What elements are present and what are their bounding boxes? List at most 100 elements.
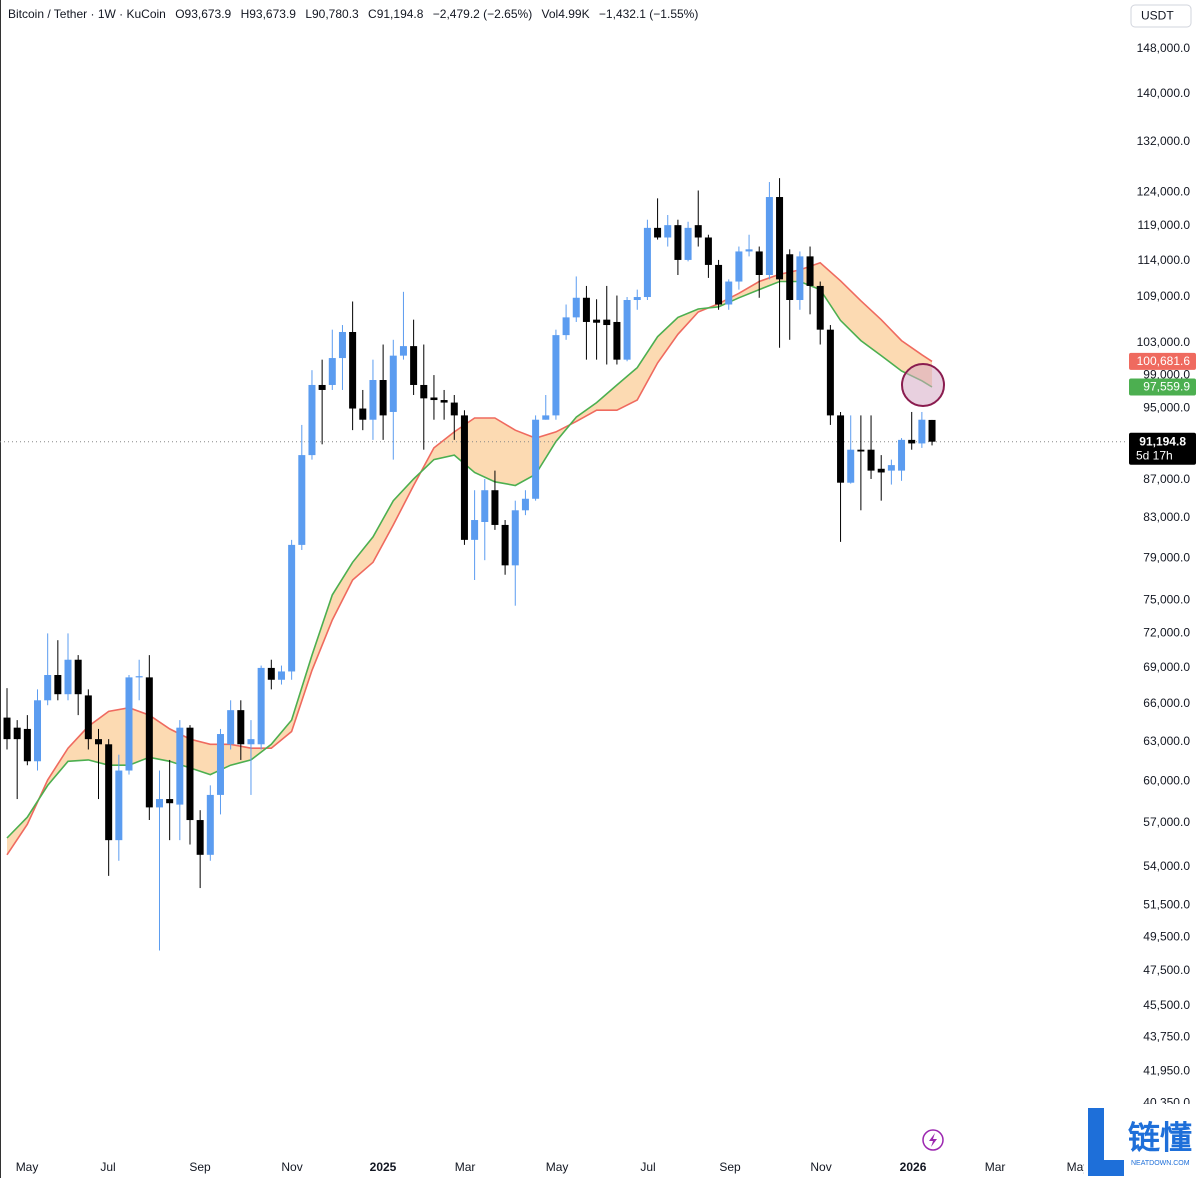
candle-body — [684, 227, 692, 260]
ohlc-high: H93,673.9 — [240, 7, 296, 21]
candle-body — [206, 794, 214, 855]
candle-body — [837, 415, 845, 483]
candle-body — [928, 419, 936, 442]
volume: Vol4.99K — [541, 7, 590, 21]
candle-body — [257, 667, 265, 745]
candle-body — [603, 319, 611, 326]
candle-body — [908, 439, 916, 444]
x-tick-label: Jul — [640, 1160, 655, 1174]
ohlc-open: O93,673.9 — [175, 7, 232, 21]
y-tick-label: 41,950.0 — [1143, 1064, 1190, 1078]
x-tick-label: May — [546, 1160, 569, 1174]
candle-body — [725, 281, 733, 305]
legend-header: Bitcoin / Tether · 1W · KuCoin O93,673.9… — [8, 7, 704, 21]
candle-body — [3, 717, 11, 740]
candle-body — [786, 254, 794, 301]
candle-body — [572, 297, 580, 318]
currency-label: USDT — [1141, 9, 1174, 23]
y-tick-label: 140,000.0 — [1137, 86, 1191, 100]
candle-body — [623, 300, 631, 360]
candle-body — [94, 739, 102, 745]
price-label: 91,194.8 — [1139, 434, 1186, 448]
y-tick-label: 69,000.0 — [1143, 660, 1190, 674]
y-tick-label: 66,000.0 — [1143, 696, 1190, 710]
candle-body — [532, 419, 540, 499]
candle-body — [826, 329, 834, 416]
x-tick-label: Mar — [455, 1160, 476, 1174]
y-tick-label: 99,000.0 — [1143, 367, 1190, 381]
candle-body — [521, 498, 529, 511]
volume-change: −1,432.1 (−1.55%) — [598, 7, 699, 21]
y-tick-label: 43,750.0 — [1143, 1030, 1190, 1044]
x-tick-label: May — [16, 1160, 39, 1174]
ma-value-label: 97,559.9 — [1143, 380, 1190, 394]
candle-body — [816, 285, 824, 330]
change: −2,479.2 (−2.65%) — [432, 7, 533, 21]
candle-body — [227, 710, 235, 745]
candle-body — [237, 710, 245, 745]
y-tick-label: 114,000.0 — [1138, 253, 1191, 267]
y-tick-label: 109,000.0 — [1137, 289, 1191, 303]
candle-body — [501, 524, 509, 566]
candle-body — [186, 727, 194, 821]
symbol: Bitcoin / Tether · 1W · KuCoin — [8, 7, 166, 21]
candle-body — [898, 439, 906, 471]
candle-body — [643, 227, 651, 298]
candle-body — [562, 317, 570, 336]
candle-body — [328, 358, 336, 385]
icon-circle — [922, 1129, 944, 1151]
candle-body — [64, 659, 72, 695]
candle-body — [135, 676, 143, 678]
price-box — [1129, 432, 1196, 465]
candle-body — [420, 384, 428, 399]
candle-body — [806, 256, 814, 286]
x-tick-label: May — [1067, 1160, 1090, 1174]
x-tick-label: Sep — [719, 1160, 741, 1174]
icon-bolt — [929, 1133, 937, 1147]
candle-body — [552, 335, 560, 416]
candle-body — [847, 449, 855, 483]
y-tick-label: 75,000.0 — [1143, 592, 1190, 606]
candle-body — [298, 455, 306, 545]
candle-body — [410, 346, 418, 385]
candle-body — [379, 380, 387, 416]
candle-body — [176, 727, 184, 805]
candle-body — [511, 510, 519, 566]
y-tick-label: 79,000.0 — [1143, 550, 1190, 564]
ohlc-close: C91,194.8 — [368, 7, 424, 21]
ohlc-low: L90,780.3 — [305, 7, 359, 21]
candle-body — [44, 675, 52, 701]
x-tick-label: Nov — [810, 1160, 831, 1174]
ma-value-box — [1129, 378, 1196, 396]
candle-body — [664, 225, 672, 238]
candle-body — [145, 677, 153, 808]
axis-layer: 148,000.0 140,000.0 132,000.0 124,000.0 119,… — [16, 41, 1196, 1174]
candle-body — [13, 727, 21, 740]
candle-body — [460, 415, 468, 540]
candle-body — [105, 744, 113, 841]
candle-body — [471, 520, 479, 540]
candle-body — [196, 820, 204, 855]
candle-body — [654, 227, 662, 238]
y-tick-label: 132,000.0 — [1137, 134, 1191, 148]
candle-body — [613, 321, 621, 360]
candle-body — [796, 256, 804, 301]
candle-body — [877, 468, 885, 473]
candle-body — [694, 225, 702, 238]
lightning-icon — [922, 1129, 944, 1151]
candle-body — [674, 225, 682, 260]
candle-body — [216, 734, 224, 795]
highlight-circle — [901, 363, 945, 407]
countdown-label: 5d 17h — [1136, 448, 1173, 462]
candle-body — [776, 197, 784, 280]
x-tick-label: 2025 — [370, 1160, 397, 1174]
y-tick-label: 103,000.0 — [1137, 335, 1191, 349]
candle-body — [389, 355, 397, 412]
y-tick-label: 119,000.0 — [1138, 218, 1191, 232]
watermark-text: 链懂 — [1128, 1119, 1192, 1155]
x-tick-label: 2026 — [900, 1160, 927, 1174]
candle-body — [887, 465, 895, 471]
